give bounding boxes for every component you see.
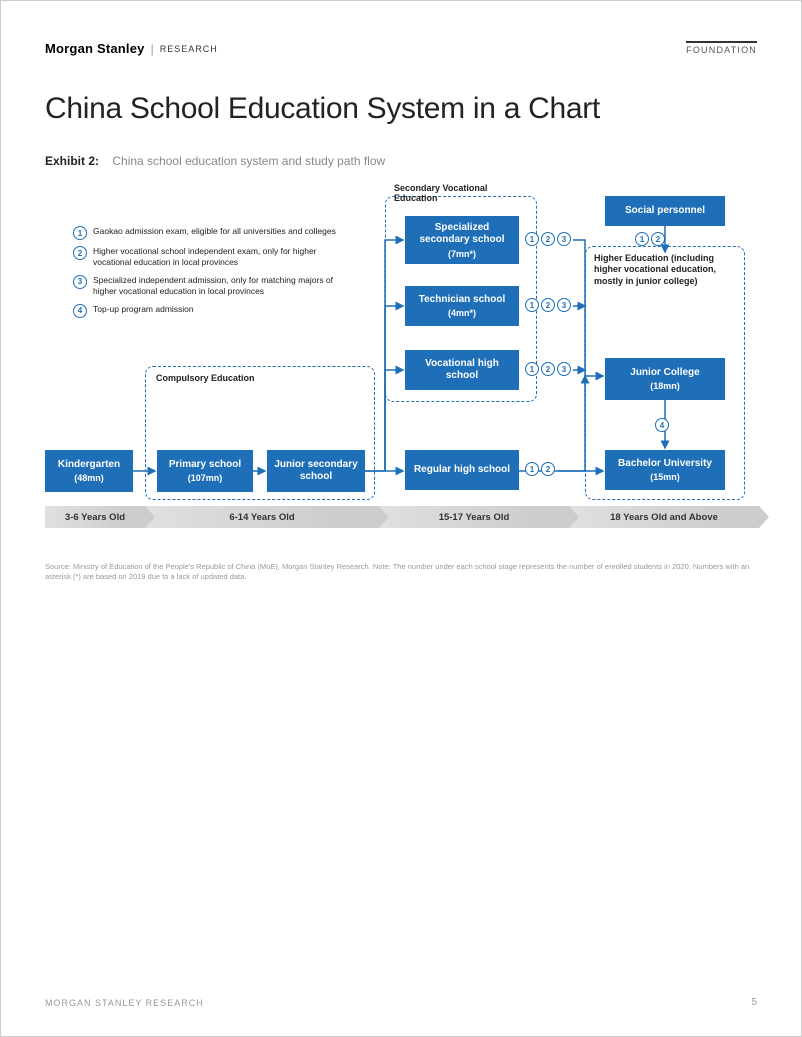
badges-reg-high: 1 2 xyxy=(525,462,555,476)
node-label: Bachelor University xyxy=(618,458,712,471)
badges-voc-high: 1 2 3 xyxy=(525,362,571,376)
path-badge: 3 xyxy=(557,232,571,246)
badges-tech: 1 2 3 xyxy=(525,298,571,312)
age-seg-2: 6-14 Years Old xyxy=(145,506,379,528)
age-seg-4: 18 Years Old and Above xyxy=(569,506,759,528)
brand-separator: | xyxy=(151,42,154,56)
path-badge: 3 xyxy=(557,298,571,312)
footer-text: MORGAN STANLEY RESEARCH xyxy=(45,998,204,1008)
legend-text-1: Gaokao admission exam, eligible for all … xyxy=(93,226,336,237)
node-junior-college: Junior College (18mn) xyxy=(605,358,725,400)
node-sub: (7mn*) xyxy=(448,249,476,259)
exhibit-description: China school education system and study … xyxy=(112,154,385,168)
node-label: Primary school xyxy=(169,459,241,472)
legend-row: 2 Higher vocational school independent e… xyxy=(73,246,353,269)
footer-page: 5 xyxy=(751,997,757,1008)
exhibit-number: Exhibit 2: xyxy=(45,154,99,168)
path-badge: 4 xyxy=(655,418,669,432)
node-label: Junior College xyxy=(630,367,699,380)
flow-diagram: 1 Gaokao admission exam, eligible for al… xyxy=(45,186,759,556)
node-label: Social personnel xyxy=(625,205,705,218)
legend-badge-1: 1 xyxy=(73,226,87,240)
brand-name: Morgan Stanley xyxy=(45,41,145,56)
node-sub: (15mn) xyxy=(650,472,680,482)
legend-badge-3: 3 xyxy=(73,275,87,289)
path-badge: 1 xyxy=(525,462,539,476)
node-social-personnel: Social personnel xyxy=(605,196,725,226)
page-title: China School Education System in a Chart xyxy=(45,92,757,126)
node-vocational-high: Vocational high school xyxy=(405,350,519,390)
node-regular-high: Regular high school xyxy=(405,450,519,490)
path-badge: 3 xyxy=(557,362,571,376)
node-label: Regular high school xyxy=(414,464,510,477)
legend-row: 4 Top-up program admission xyxy=(73,304,353,318)
node-primary: Primary school (107mn) xyxy=(157,450,253,492)
source-note: Source: Ministry of Education of the Peo… xyxy=(45,562,759,582)
legend: 1 Gaokao admission exam, eligible for al… xyxy=(73,226,353,324)
badges-spec-sec: 1 2 3 xyxy=(525,232,571,246)
legend-text-4: Top-up program admission xyxy=(93,304,194,315)
path-badge: 2 xyxy=(541,362,555,376)
node-junior-secondary: Junior secondary school xyxy=(267,450,365,492)
path-badge: 2 xyxy=(541,462,555,476)
legend-row: 3 Specialized independent admission, onl… xyxy=(73,275,353,298)
node-label: Kindergarten xyxy=(58,459,120,472)
node-label: Vocational high school xyxy=(411,358,513,383)
path-badge: 1 xyxy=(525,232,539,246)
path-badge: 2 xyxy=(541,232,555,246)
brand-sub: RESEARCH xyxy=(160,44,218,54)
node-label: Junior secondary school xyxy=(273,459,359,484)
node-kindergarten: Kindergarten (48mn) xyxy=(45,450,133,492)
legend-row: 1 Gaokao admission exam, eligible for al… xyxy=(73,226,353,240)
node-technician: Technician school (4mn*) xyxy=(405,286,519,326)
group-higher-label: Higher Education (including higher vocat… xyxy=(594,253,738,287)
node-sub: (48mn) xyxy=(74,473,104,483)
node-sub: (107mn) xyxy=(188,473,223,483)
badges-social: 1 2 xyxy=(635,232,665,246)
exhibit-caption: Exhibit 2: China school education system… xyxy=(45,154,757,168)
legend-badge-2: 2 xyxy=(73,246,87,260)
legend-text-2: Higher vocational school independent exa… xyxy=(93,246,353,269)
legend-badge-4: 4 xyxy=(73,304,87,318)
node-bachelor: Bachelor University (15mn) xyxy=(605,450,725,490)
age-seg-3: 15-17 Years Old xyxy=(379,506,569,528)
node-specialized-secondary: Specialized secondary school (7mn*) xyxy=(405,216,519,264)
header: Morgan Stanley | RESEARCH FOUNDATION xyxy=(45,41,757,56)
node-label: Technician school xyxy=(419,294,506,307)
path-badge: 1 xyxy=(525,362,539,376)
node-sub: (18mn) xyxy=(650,381,680,391)
age-band: 3-6 Years Old 6-14 Years Old 15-17 Years… xyxy=(45,506,759,528)
foundation-label: FOUNDATION xyxy=(686,41,757,55)
age-seg-1: 3-6 Years Old xyxy=(45,506,145,528)
brand: Morgan Stanley | RESEARCH xyxy=(45,41,218,56)
node-sub: (4mn*) xyxy=(448,308,476,318)
group-sec-voc-label: Secondary Vocational Education xyxy=(394,183,524,203)
footer: MORGAN STANLEY RESEARCH 5 xyxy=(45,997,757,1008)
page: Morgan Stanley | RESEARCH FOUNDATION Chi… xyxy=(0,0,802,1037)
legend-text-3: Specialized independent admission, only … xyxy=(93,275,353,298)
badges-topup: 4 xyxy=(655,418,669,432)
path-badge: 2 xyxy=(541,298,555,312)
group-compulsory-label: Compulsory Education xyxy=(156,373,255,383)
path-badge: 1 xyxy=(525,298,539,312)
node-label: Specialized secondary school xyxy=(411,222,513,247)
path-badge: 2 xyxy=(651,232,665,246)
path-badge: 1 xyxy=(635,232,649,246)
